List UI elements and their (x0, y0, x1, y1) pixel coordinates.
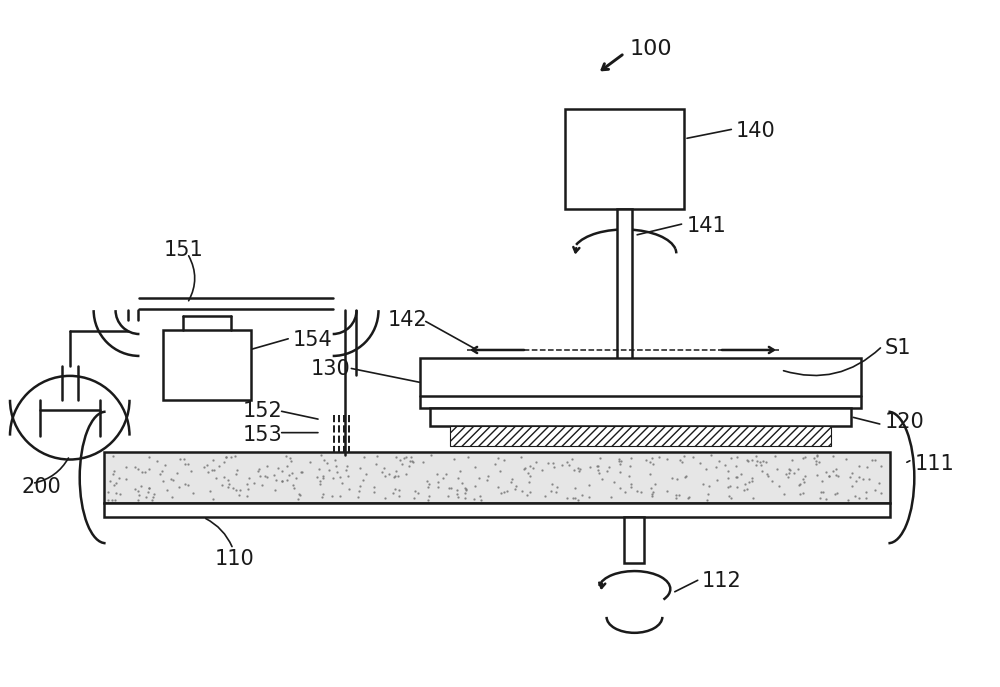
Bar (104, 504, 890, 517)
Text: 100: 100 (629, 39, 672, 59)
Text: 140: 140 (736, 121, 776, 141)
Text: 152: 152 (243, 401, 283, 420)
Text: 151: 151 (163, 240, 203, 260)
Bar (163, 330, 251, 400)
Text: 110: 110 (215, 549, 255, 569)
Bar (104, 451, 890, 504)
Text: 154: 154 (293, 330, 333, 350)
Text: 200: 200 (22, 477, 62, 497)
Bar (420, 358, 861, 408)
Text: 120: 120 (884, 412, 924, 431)
Text: 130: 130 (311, 359, 351, 379)
Bar (430, 408, 851, 426)
Text: 153: 153 (243, 425, 283, 444)
Text: 111: 111 (914, 453, 954, 473)
Bar (450, 426, 831, 446)
Bar (617, 209, 632, 378)
Text: S1: S1 (884, 338, 911, 358)
Text: 142: 142 (387, 310, 427, 330)
Text: 112: 112 (702, 571, 742, 591)
Bar (565, 109, 684, 209)
Text: 141: 141 (686, 216, 726, 236)
Bar (624, 517, 644, 563)
